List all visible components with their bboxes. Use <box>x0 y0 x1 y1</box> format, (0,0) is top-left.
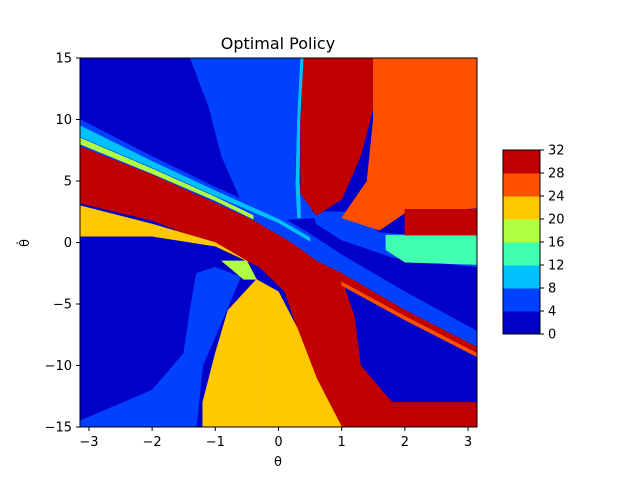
colorbar-tick-label: 12 <box>548 259 565 274</box>
policy-region-16 <box>202 279 257 427</box>
colorbar-segment <box>503 173 540 197</box>
colorbar-tick-label: 0 <box>548 328 556 343</box>
x-axis-label: θ <box>274 455 282 470</box>
policy-region-10 <box>341 58 477 231</box>
colorbar-segment <box>503 219 540 243</box>
colorbar-tick-label: 24 <box>548 190 565 205</box>
y-axis-label: θ̇ <box>17 239 33 247</box>
policy-region-8 <box>80 137 254 220</box>
colorbar-tick-label: 20 <box>548 213 565 228</box>
colorbar: 0 4 8 12 16 20 24 28 32 <box>502 144 565 343</box>
policy-region-11 <box>404 209 477 236</box>
x-tick-label: −1 <box>206 435 225 450</box>
y-tick-label: 10 <box>55 113 72 128</box>
x-tick-label: −3 <box>79 435 98 450</box>
colorbar-tick-label: 4 <box>548 305 556 320</box>
policy-region-3 <box>80 266 241 427</box>
colorbar-segment <box>503 150 540 174</box>
y-tick-label: 0 <box>64 236 72 251</box>
policy-region-15 <box>80 205 248 262</box>
policy-region-14 <box>341 281 477 358</box>
x-tick-label: 0 <box>274 435 282 450</box>
colorbar-tick-label: 32 <box>548 144 565 159</box>
y-axis: −15 −10 −5 0 5 10 15 <box>45 52 80 436</box>
colorbar-segment <box>503 265 540 289</box>
colorbar-tick-label: 8 <box>548 282 556 297</box>
heatmap-regions <box>80 58 477 427</box>
x-tick-label: 3 <box>464 435 472 450</box>
colorbar-segment <box>503 288 540 312</box>
y-tick-label: −10 <box>45 359 72 374</box>
policy-region-5 <box>80 125 311 242</box>
y-tick-label: −5 <box>53 298 72 313</box>
x-tick-label: 1 <box>338 435 346 450</box>
policy-region-17 <box>256 279 342 427</box>
colorbar-tick-label: 28 <box>548 167 565 182</box>
x-tick-label: 2 <box>401 435 409 450</box>
colorbar-tick-label: 16 <box>548 236 565 251</box>
y-tick-label: 15 <box>55 52 72 67</box>
x-tick-label: −2 <box>143 435 162 450</box>
colorbar-segment <box>503 311 540 335</box>
y-tick-label: 5 <box>64 175 72 190</box>
y-tick-label: −15 <box>45 421 72 436</box>
colorbar-segment <box>503 242 540 266</box>
x-axis: −3 −2 −1 0 1 2 3 <box>79 427 472 450</box>
policy-region-18 <box>221 260 257 280</box>
chart-title: Optimal Policy <box>221 34 335 53</box>
policy-region-13 <box>309 260 477 354</box>
colorbar-segment <box>503 196 540 220</box>
